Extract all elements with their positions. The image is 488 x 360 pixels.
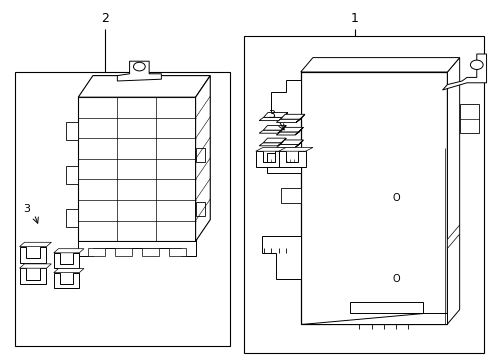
Polygon shape [294,127,303,135]
Bar [15,72,229,346]
Polygon shape [442,54,486,90]
Polygon shape [278,148,312,151]
Polygon shape [66,209,78,227]
Polygon shape [66,166,78,184]
Polygon shape [195,148,205,162]
Bar [142,248,159,256]
Polygon shape [20,242,51,247]
Polygon shape [277,138,285,146]
Polygon shape [280,127,303,132]
Polygon shape [195,202,205,216]
Polygon shape [255,148,289,151]
Polygon shape [259,117,283,121]
Polygon shape [278,112,287,121]
Polygon shape [300,72,447,324]
Circle shape [469,60,482,69]
Bar [88,248,105,256]
Polygon shape [195,76,210,241]
Polygon shape [459,104,478,133]
Polygon shape [276,145,299,148]
Circle shape [275,158,286,167]
Polygon shape [78,97,195,241]
Polygon shape [263,138,285,143]
Polygon shape [276,132,299,135]
Polygon shape [447,225,459,248]
Polygon shape [271,80,300,117]
Polygon shape [263,112,287,117]
Polygon shape [294,140,303,148]
Polygon shape [117,61,161,81]
Polygon shape [259,130,282,133]
Polygon shape [54,273,79,288]
Polygon shape [78,76,210,97]
Polygon shape [54,253,79,268]
Polygon shape [20,247,46,263]
Polygon shape [300,58,459,72]
Polygon shape [300,302,447,324]
Bar [244,36,483,353]
Polygon shape [281,188,300,203]
Text: 2: 2 [101,12,109,24]
Polygon shape [263,126,285,130]
Polygon shape [266,143,300,173]
Polygon shape [261,236,300,279]
Polygon shape [280,140,303,145]
Polygon shape [295,114,305,122]
Polygon shape [277,126,285,133]
Polygon shape [54,249,84,253]
Text: 3: 3 [267,110,274,120]
Polygon shape [255,151,282,167]
Polygon shape [20,264,51,268]
Text: O: O [391,193,399,203]
Text: 3: 3 [23,204,30,214]
Text: O: O [391,274,399,284]
Polygon shape [276,119,300,122]
Bar [115,248,132,256]
Circle shape [133,62,145,71]
Polygon shape [278,151,305,167]
Polygon shape [20,268,46,284]
Polygon shape [66,122,78,140]
Polygon shape [259,143,282,146]
Bar [168,248,185,256]
Text: 1: 1 [350,12,358,24]
Polygon shape [78,241,195,256]
Polygon shape [280,114,305,119]
Polygon shape [447,58,459,324]
Polygon shape [54,269,84,273]
